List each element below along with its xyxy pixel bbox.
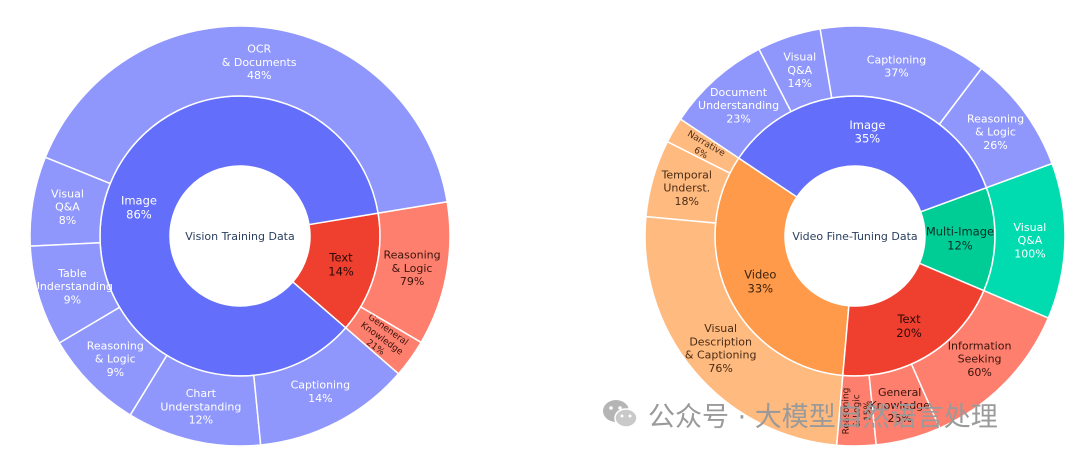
wechat-icon xyxy=(603,400,638,428)
inner-label-text: Text 14% xyxy=(328,251,354,279)
inner-label-image: Image 86% xyxy=(121,194,157,222)
watermark-text: 公众号 · 大模型自然语言处理 xyxy=(648,401,998,433)
outer-label-video-temporal-underst: Temporal Underst. 18% xyxy=(661,168,712,207)
outer-label-text-reasoning-and-logic: Reasoning& Logic15% xyxy=(841,388,873,435)
inner-label-video: Video 33% xyxy=(744,267,776,295)
outer-label-image-chart-understanding: Chart Understanding 12% xyxy=(160,387,241,426)
inner-label-multi-image: Multi-Image 12% xyxy=(926,225,994,253)
video-fine-tuning-data-sunburst: Visual Q&A 100% Multi-Image 12% Reasoning & Lo… xyxy=(644,25,1066,447)
outer-label-image-reasoning-and-logic: Reasoning & Logic 26% xyxy=(967,112,1024,151)
outer-label-image-visual-qanda: Visual Q&A 8% xyxy=(51,187,84,226)
outer-label-image-ocr-and-documents: OCR & Documents 48% xyxy=(222,43,297,82)
outer-slice-image-captioning[interactable] xyxy=(252,326,400,446)
inner-label-image: Image 35% xyxy=(849,118,885,146)
outer-label-image-table-understanding: Table Understanding 9% xyxy=(32,267,113,306)
inner-label-text: Text 20% xyxy=(896,312,922,340)
outer-label-image-visual-qanda: Visual Q&A 14% xyxy=(783,51,816,90)
outer-label-text-reasoning-and-logic: Reasoning & Logic 79% xyxy=(384,249,441,288)
outer-slice-video-visual-description-and-captioning[interactable] xyxy=(644,215,844,447)
outer-label-image-document-understanding: Document Understanding 23% xyxy=(698,86,779,125)
outer-slice-text-information-seeking[interactable] xyxy=(910,289,1050,430)
outer-label-text-general-knowledge: General Knowledge 25% xyxy=(869,386,930,425)
outer-label-image-captioning: Captioning 14% xyxy=(291,379,351,405)
outer-label-image-reasoning-and-logic: Reasoning & Logic 9% xyxy=(87,339,144,378)
vision-training-data-sunburst: GeneneralKnowledge21%Reasoning & Logic 79%… xyxy=(29,25,451,447)
watermark: 公众号 · 大模型自然语言处理 xyxy=(600,392,998,436)
outer-label-text-information-seeking: Information Seeking 60% xyxy=(948,340,1012,379)
outer-label-multi-image-visual-qanda: Visual Q&A 100% xyxy=(1014,221,1047,260)
outer-label-image-captioning: Captioning 37% xyxy=(867,53,927,79)
outer-label-video-visual-description-and-captioning: Visual Description & Captioning 76% xyxy=(685,322,757,375)
outer-slice-image-ocr-and-documents[interactable] xyxy=(44,25,449,214)
center-title: Video Fine-Tuning Data xyxy=(792,230,917,243)
center-title: Vision Training Data xyxy=(185,230,295,243)
